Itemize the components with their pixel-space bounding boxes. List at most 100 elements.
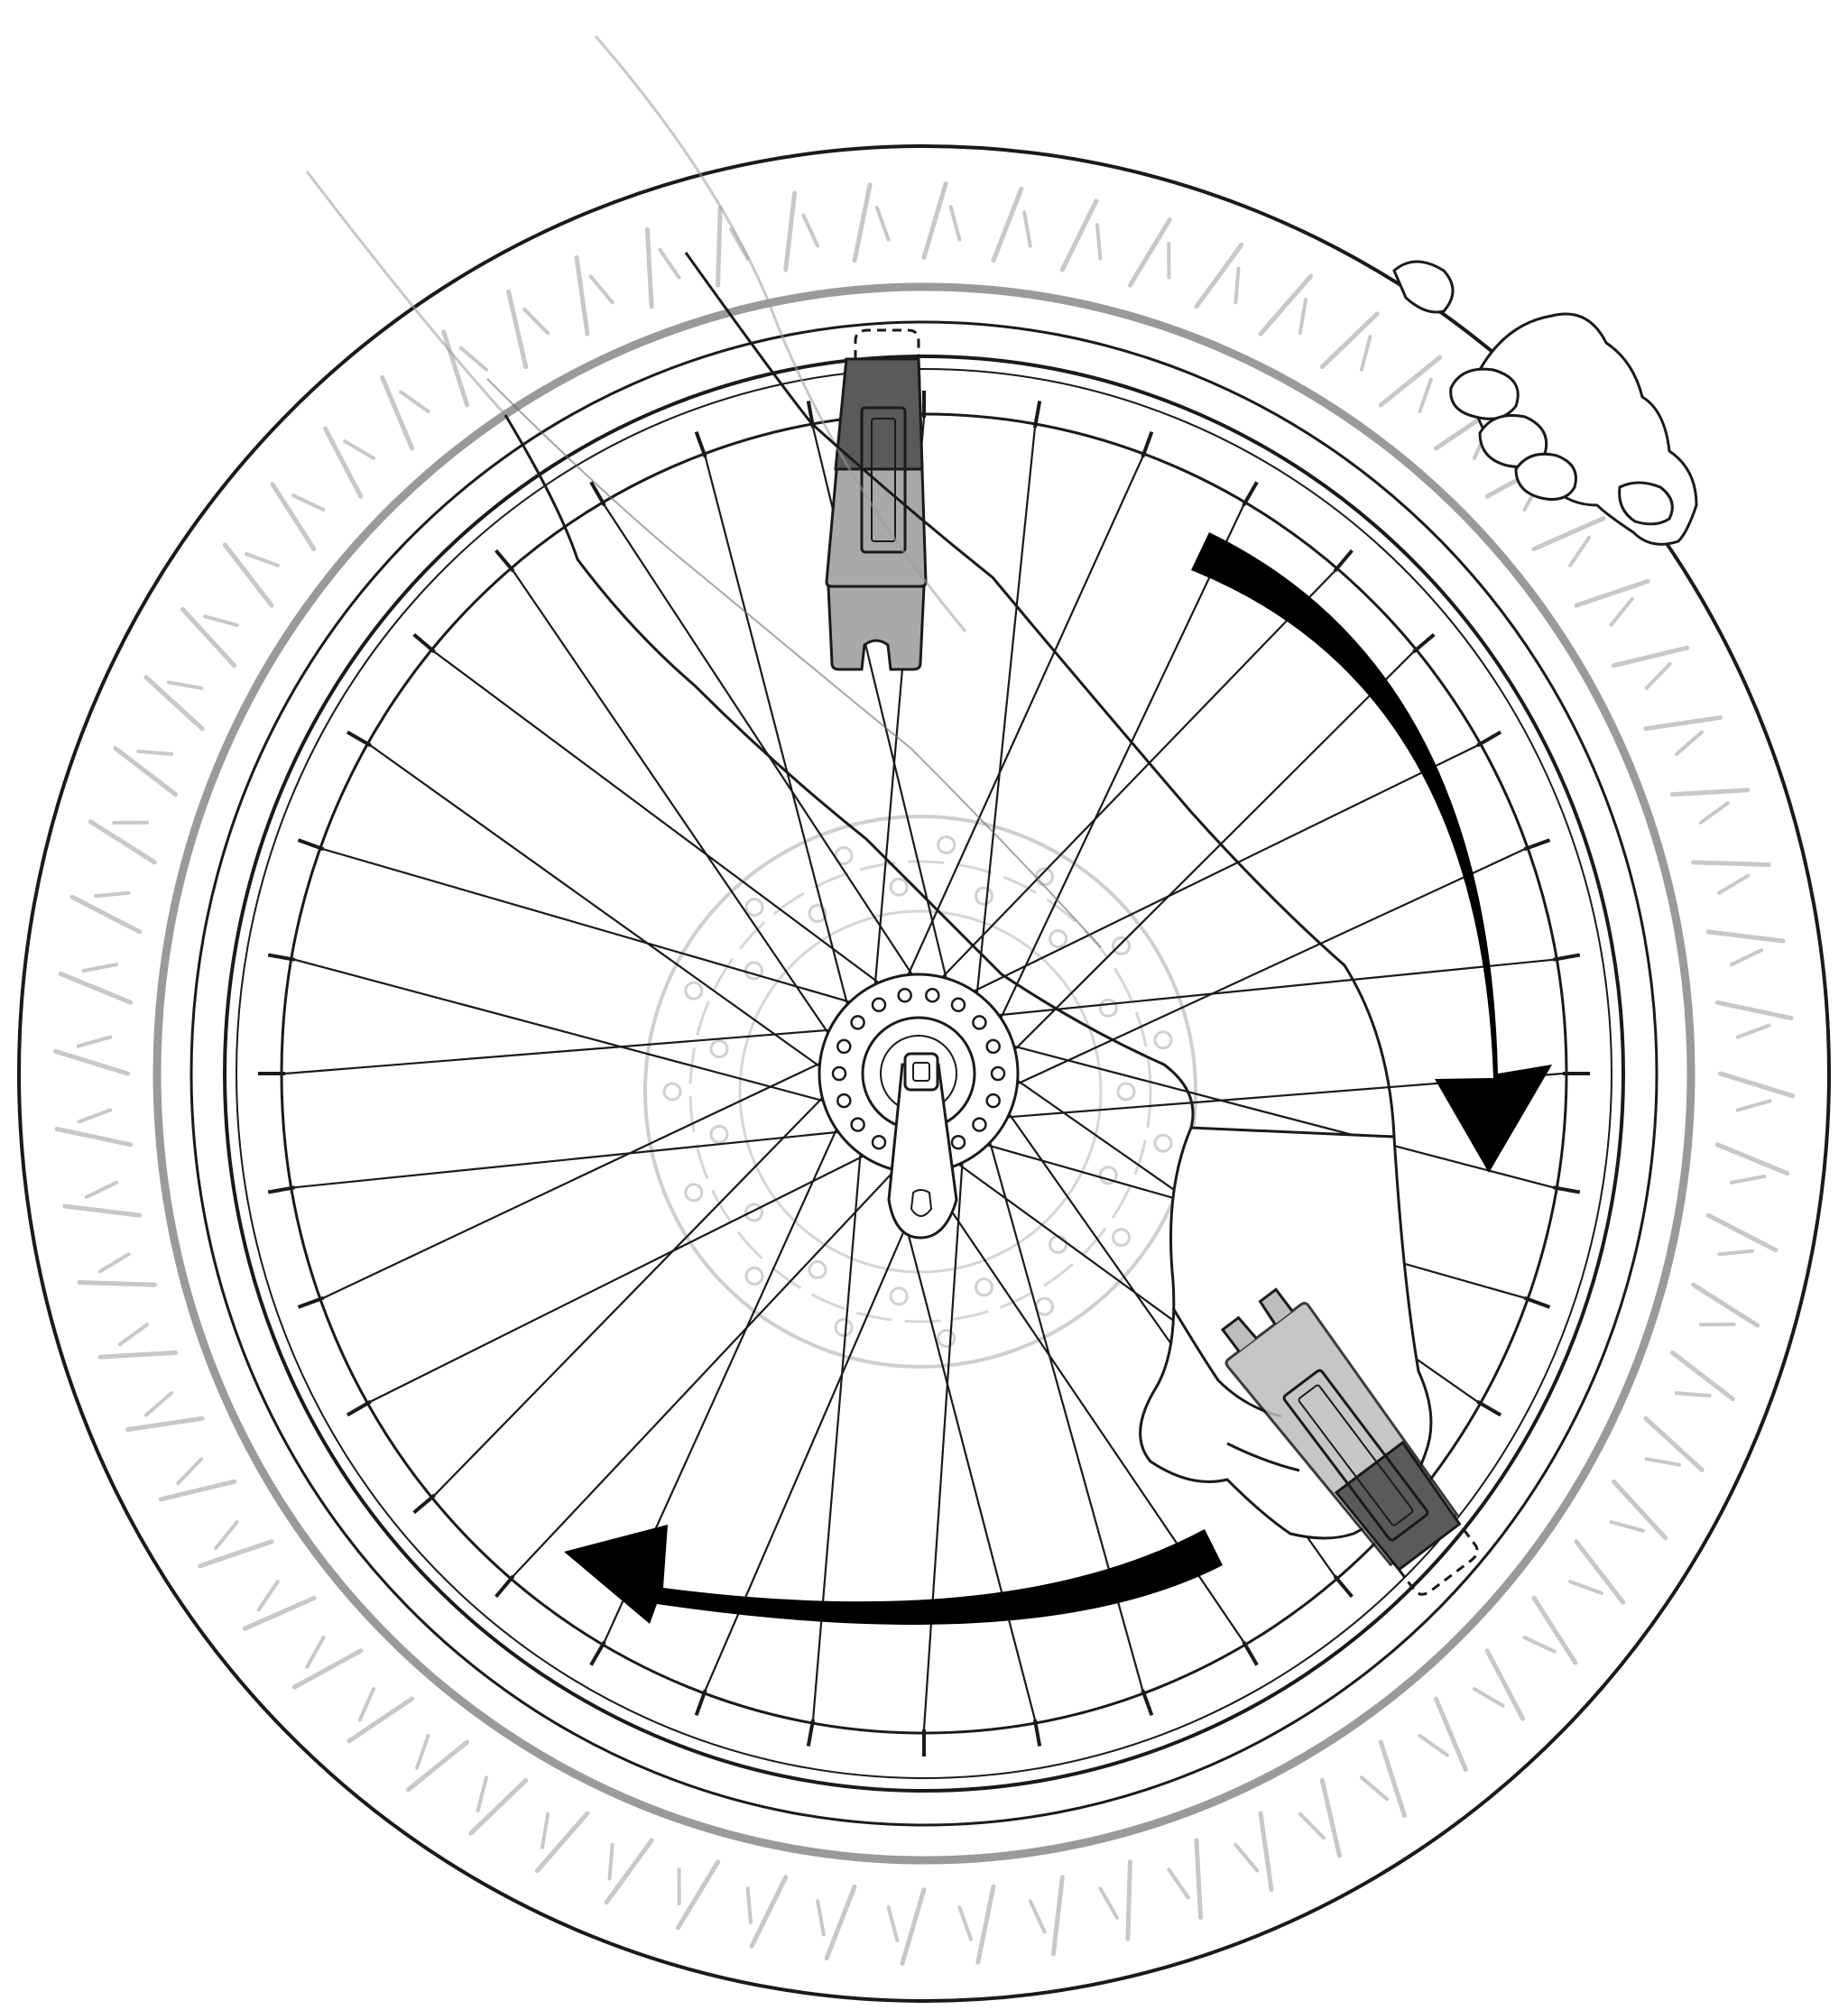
spoke-nipple [267, 1185, 296, 1194]
tread-tick [94, 890, 131, 899]
disc-hole [744, 1266, 764, 1286]
tread-tick [1319, 1777, 1342, 1858]
hub-hole [850, 1015, 865, 1030]
hub-hole [897, 988, 912, 1003]
tread-tick [1609, 596, 1634, 627]
spoke [370, 1148, 879, 1403]
tread-tick [604, 1838, 654, 1905]
hub-hole [831, 1065, 847, 1082]
tread-tick [1669, 1350, 1735, 1402]
tread-tick [176, 1457, 204, 1485]
tread-tick [97, 1350, 179, 1360]
disc-rotor-holes [662, 835, 1173, 1348]
tread-tick [588, 274, 614, 305]
hand-holding-tire [1392, 260, 1698, 546]
tread-tick [541, 1812, 550, 1849]
tread-tick [1319, 311, 1380, 370]
tread-tick [1418, 1734, 1449, 1757]
tread-tick [1568, 1580, 1603, 1595]
disc-hole [889, 1286, 909, 1306]
spoke [930, 570, 1335, 990]
tire-lever-bottom [1220, 1287, 1479, 1596]
tread-tick [921, 180, 948, 260]
spoke-nipple [694, 1689, 707, 1716]
spoke-nipple [1141, 431, 1154, 458]
tread-tick [305, 1636, 326, 1669]
tread-tick [1717, 1249, 1754, 1257]
tread-tick [745, 1886, 753, 1924]
tread-tick [1095, 223, 1103, 261]
spoke [974, 427, 1036, 1010]
spoke-nipple [1242, 481, 1259, 507]
tread-tick [88, 819, 157, 865]
disc-hole [834, 1318, 854, 1337]
disc-hole [1098, 998, 1118, 1018]
disc-hole [744, 898, 764, 917]
spoke [284, 1028, 846, 1075]
spoke-nipple [346, 730, 372, 748]
spoke-nipple [346, 1399, 372, 1417]
spoke-nipple [1032, 401, 1042, 429]
disc-hole [662, 1082, 682, 1102]
tread-tick [1418, 377, 1433, 413]
tread-tick [1609, 1520, 1645, 1533]
tread-tick [1127, 217, 1172, 288]
spoke [922, 1146, 965, 1730]
tread-tick [125, 1415, 205, 1433]
spoke-nipple [1412, 632, 1436, 654]
tread-tick [1574, 578, 1650, 608]
spoke [604, 504, 922, 989]
arrow-counterclockwise-bottom [564, 1525, 1223, 1626]
tread-tick [1472, 1687, 1505, 1708]
tread-tick [167, 680, 204, 690]
tread-tick [52, 1048, 130, 1076]
spoke-nipple [412, 632, 436, 654]
spoke-nipple [1032, 1719, 1042, 1747]
tread-tick [1378, 1739, 1407, 1818]
tire-bead-line [152, 282, 1696, 1865]
tread-tick [1675, 1391, 1712, 1398]
tread-tick [222, 542, 274, 608]
tread-tick [1028, 1899, 1047, 1934]
tread-tick [1644, 662, 1672, 690]
tread-tick [1730, 1175, 1767, 1185]
tire-lever-top [825, 328, 928, 671]
tread-tick [399, 390, 430, 413]
disc-hole [1098, 1166, 1118, 1185]
tread-tick [506, 289, 529, 370]
tread-tick [1360, 1775, 1390, 1802]
tread-tick [991, 186, 1024, 263]
tread-tick [1644, 1457, 1681, 1467]
tread-tick [143, 675, 205, 732]
tread-tick [1568, 535, 1592, 567]
tread-tick [1669, 788, 1751, 798]
tread-tick [1611, 1479, 1668, 1541]
spoke [294, 1129, 855, 1189]
wheel-hub [818, 973, 1020, 1240]
tread-tick [1698, 801, 1730, 825]
spoke-nipple [1141, 1689, 1154, 1716]
disc-hole [889, 877, 909, 897]
spoke-nipple [297, 838, 325, 852]
tread-tick [1360, 335, 1372, 372]
hub-hole [925, 988, 940, 1003]
spoke-nipple [412, 1493, 436, 1515]
tread-tick [136, 749, 173, 756]
arm-sleeve [305, 35, 1396, 1138]
disc-hole [975, 886, 993, 906]
spoke-nipple [1523, 1295, 1551, 1309]
tread-tick [975, 1884, 996, 1965]
tread-tick [291, 1648, 364, 1690]
spoke-nipple [1333, 549, 1354, 573]
disc-hole [808, 904, 827, 923]
tread-tick [1531, 1596, 1578, 1665]
tread-tick [458, 346, 488, 372]
tread-tick [380, 374, 415, 451]
spoke-nipple [1476, 1399, 1502, 1417]
tread-tick [346, 1696, 415, 1744]
spoke [1002, 848, 1525, 1092]
tread-tick [468, 1777, 529, 1836]
arrow-clockwise-right [1191, 532, 1552, 1173]
tread-tick [1258, 273, 1314, 337]
tread-tick [54, 1126, 134, 1148]
